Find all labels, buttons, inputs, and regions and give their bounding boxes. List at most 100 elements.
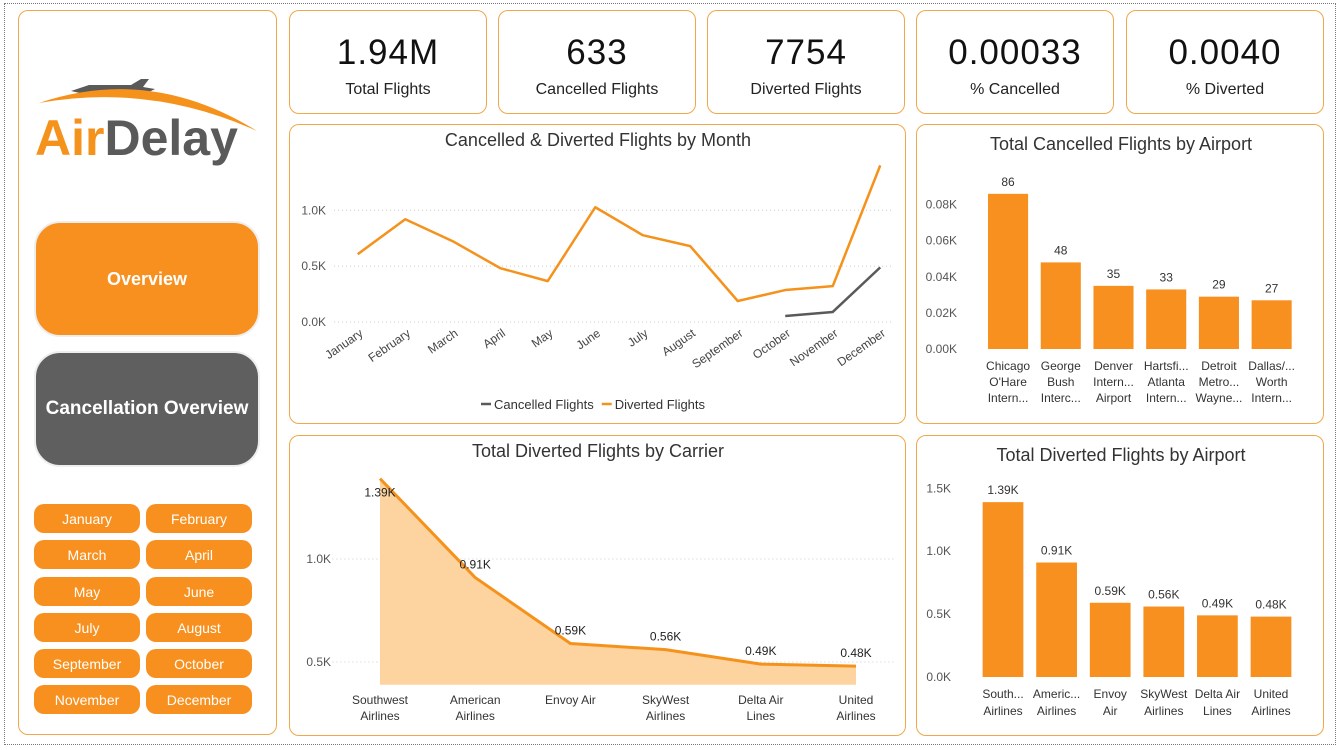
y-tick-label: 0.5K	[926, 607, 951, 621]
y-tick-label: 1.5K	[926, 481, 951, 495]
nav-button[interactable]: Cancellation Overview	[34, 351, 260, 467]
month-button[interactable]: June	[146, 577, 252, 606]
data-label: 1.39K	[364, 486, 395, 500]
area-fill	[380, 478, 856, 685]
x-tick-label: Denver	[1094, 359, 1133, 373]
x-tick-label: Interc...	[1041, 391, 1081, 405]
month-button[interactable]: February	[146, 504, 252, 533]
x-tick-label: Envoy	[1094, 687, 1127, 701]
kpi-value: 0.0040	[1168, 33, 1282, 72]
x-tick-label: Airlines	[1037, 704, 1076, 718]
data-label: 0.48K	[840, 646, 871, 660]
chart-title: Cancelled & Diverted Flights by Month	[445, 130, 751, 150]
x-tick-label: O'Hare	[989, 375, 1027, 389]
chart: Total Diverted Flights by Airport 0.0K 0.5…	[926, 445, 1292, 718]
x-tick-label: Hartsfi...	[1144, 359, 1189, 373]
x-tick-label: Americ...	[1033, 687, 1080, 701]
x-tick-label: SkyWest	[1140, 687, 1188, 701]
bar	[1146, 289, 1187, 349]
month-button[interactable]: July	[34, 613, 140, 642]
bar	[988, 193, 1029, 349]
x-tick-label: Metro...	[1199, 375, 1240, 389]
month-button[interactable]: December	[146, 685, 252, 714]
page-frame	[4, 3, 1336, 745]
x-tick-label: December	[835, 326, 888, 369]
data-label: 0.56K	[1148, 588, 1179, 602]
chart-panel: Total Diverted Flights by Airport 0.0K 0.5…	[916, 435, 1324, 736]
x-tick-label: Lines	[1203, 704, 1232, 718]
chart-title: Total Diverted Flights by Airport	[996, 445, 1245, 465]
x-tick-label: South...	[982, 687, 1023, 701]
x-tick-label: George	[1041, 359, 1081, 373]
kpi-card: 633 Cancelled Flights	[498, 10, 696, 114]
x-tick-label: January	[322, 326, 365, 362]
x-tick-label: Delta Air	[738, 693, 783, 707]
x-tick-label: June	[574, 326, 604, 353]
month-button[interactable]: November	[34, 685, 140, 714]
chart: Total Cancelled Flights by Airport 0.00K 0…	[926, 134, 1295, 405]
kpi-label: Cancelled Flights	[535, 81, 659, 98]
x-tick-label: May	[529, 326, 556, 350]
chart-title: Total Diverted Flights by Carrier	[472, 441, 724, 461]
legend-label: Diverted Flights	[615, 397, 706, 412]
bar	[1089, 602, 1131, 677]
x-tick-label: August	[659, 326, 698, 359]
bar	[1250, 616, 1292, 677]
data-label: 35	[1107, 267, 1121, 281]
logo-part: Delay	[104, 110, 238, 166]
month-button[interactable]: October	[146, 649, 252, 678]
x-tick-label: United	[1254, 687, 1289, 701]
y-tick-label: 1.0K	[301, 203, 326, 217]
x-tick-label: Airport	[1096, 391, 1132, 405]
chart: Cancelled & Diverted Flights by Month 0.0…	[301, 130, 894, 412]
bar	[1093, 285, 1134, 349]
logo: AirDelay	[35, 79, 257, 166]
data-label: 0.59K	[1095, 584, 1126, 598]
series-line	[357, 164, 882, 303]
x-tick-label: Airlines	[456, 709, 495, 723]
month-button[interactable]: September	[34, 649, 140, 678]
y-tick-label: 1.0K	[926, 544, 951, 558]
y-tick-label: 0.5K	[306, 655, 331, 669]
month-button[interactable]: April	[146, 540, 252, 569]
month-button[interactable]: January	[34, 504, 140, 533]
x-tick-label: American	[450, 693, 501, 707]
x-tick-label: April	[480, 326, 508, 351]
x-tick-label: Bush	[1047, 375, 1074, 389]
kpi-label: % Cancelled	[970, 81, 1060, 98]
chart-panel: Cancelled & Diverted Flights by Month 0.0…	[289, 124, 906, 424]
x-tick-label: March	[425, 326, 460, 357]
y-tick-label: 0.0K	[301, 315, 326, 329]
data-label: 48	[1054, 243, 1068, 257]
month-button[interactable]: May	[34, 577, 140, 606]
nav-button[interactable]: Overview	[34, 221, 260, 337]
x-tick-label: Detroit	[1201, 359, 1237, 373]
area-line	[378, 477, 857, 668]
x-tick-label: Airlines	[1251, 704, 1290, 718]
bar	[1040, 262, 1081, 349]
y-tick-label: 0.0K	[926, 670, 951, 684]
kpi-label: Diverted Flights	[750, 81, 862, 98]
month-button[interactable]: August	[146, 613, 252, 642]
chart-panel: Total Cancelled Flights by Airport 0.00K 0…	[916, 124, 1324, 424]
data-label: 1.39K	[987, 483, 1018, 497]
chart: Total Diverted Flights by Carrier 0.5K 1.0…	[306, 441, 894, 723]
kpi-card: 0.0040 % Diverted	[1126, 10, 1324, 114]
x-tick-label: Air	[1103, 704, 1118, 718]
data-label: 29	[1212, 278, 1226, 292]
x-tick-label: October	[750, 326, 793, 362]
series-line	[785, 266, 882, 318]
month-button[interactable]: March	[34, 540, 140, 569]
x-tick-label: Intern...	[988, 391, 1029, 405]
data-label: 0.91K	[1041, 544, 1072, 558]
x-tick-label: Delta Air	[1195, 687, 1240, 701]
bar	[1198, 296, 1239, 349]
kpi-card: 0.00033 % Cancelled	[916, 10, 1114, 114]
logo-part: Air	[35, 110, 104, 166]
x-tick-label: Envoy Air	[545, 693, 596, 707]
legend-label: Cancelled Flights	[494, 397, 594, 412]
y-tick-label: 0.5K	[301, 259, 326, 273]
bar	[1197, 615, 1238, 677]
y-tick-label: 0.06K	[926, 234, 957, 248]
